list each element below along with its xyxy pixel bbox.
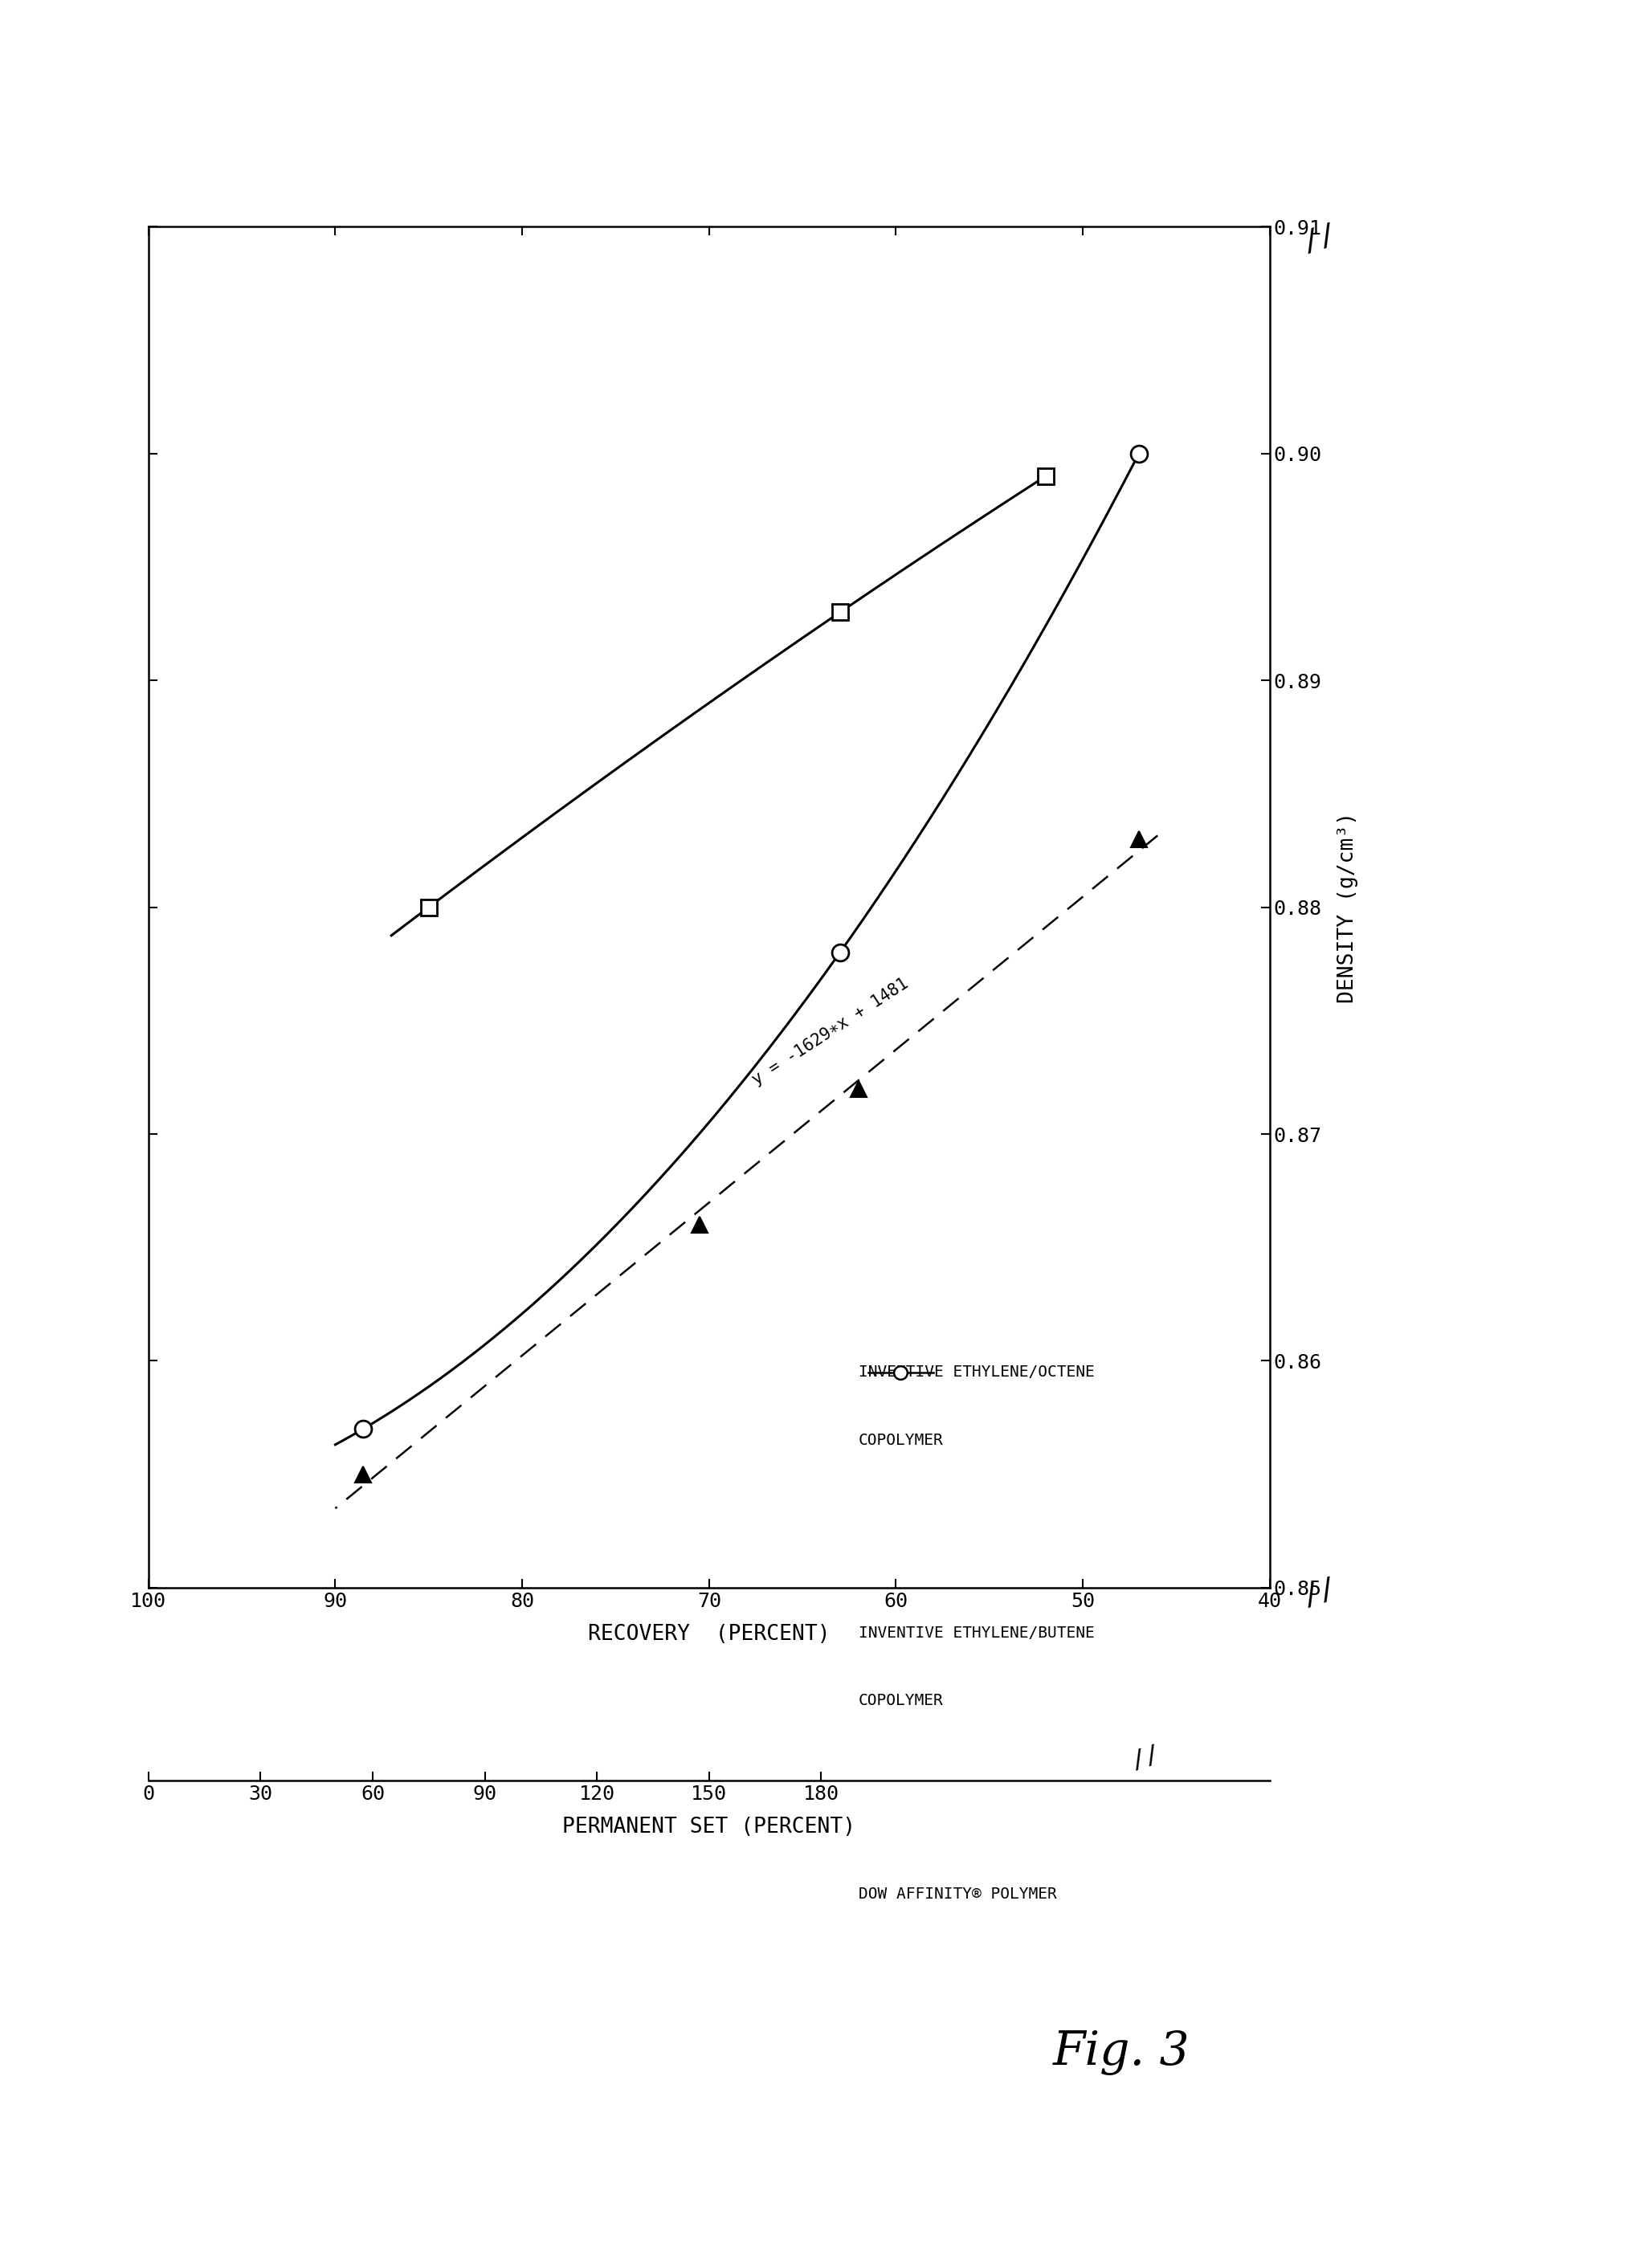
Text: y = -1629∗x + 1481: y = -1629∗x + 1481: [750, 975, 912, 1089]
Text: //: //: [1298, 1574, 1341, 1610]
Text: //: //: [1128, 1742, 1164, 1774]
Text: Fig. 3: Fig. 3: [1052, 2030, 1191, 2075]
Text: COPOLYMER: COPOLYMER: [859, 1433, 943, 1447]
Text: INVENTIVE ETHYLENE/OCTENE: INVENTIVE ETHYLENE/OCTENE: [859, 1365, 1095, 1379]
X-axis label: RECOVERY  (PERCENT): RECOVERY (PERCENT): [589, 1624, 829, 1644]
X-axis label: PERMANENT SET (PERCENT): PERMANENT SET (PERCENT): [562, 1817, 856, 1837]
Text: //: //: [1298, 220, 1341, 256]
Text: INVENTIVE ETHYLENE/BUTENE: INVENTIVE ETHYLENE/BUTENE: [859, 1626, 1095, 1640]
Y-axis label: DENSITY (g/cm³): DENSITY (g/cm³): [1337, 812, 1359, 1002]
Text: DOW AFFINITY® POLYMER: DOW AFFINITY® POLYMER: [859, 1887, 1057, 1901]
Text: COPOLYMER: COPOLYMER: [859, 1694, 943, 1708]
